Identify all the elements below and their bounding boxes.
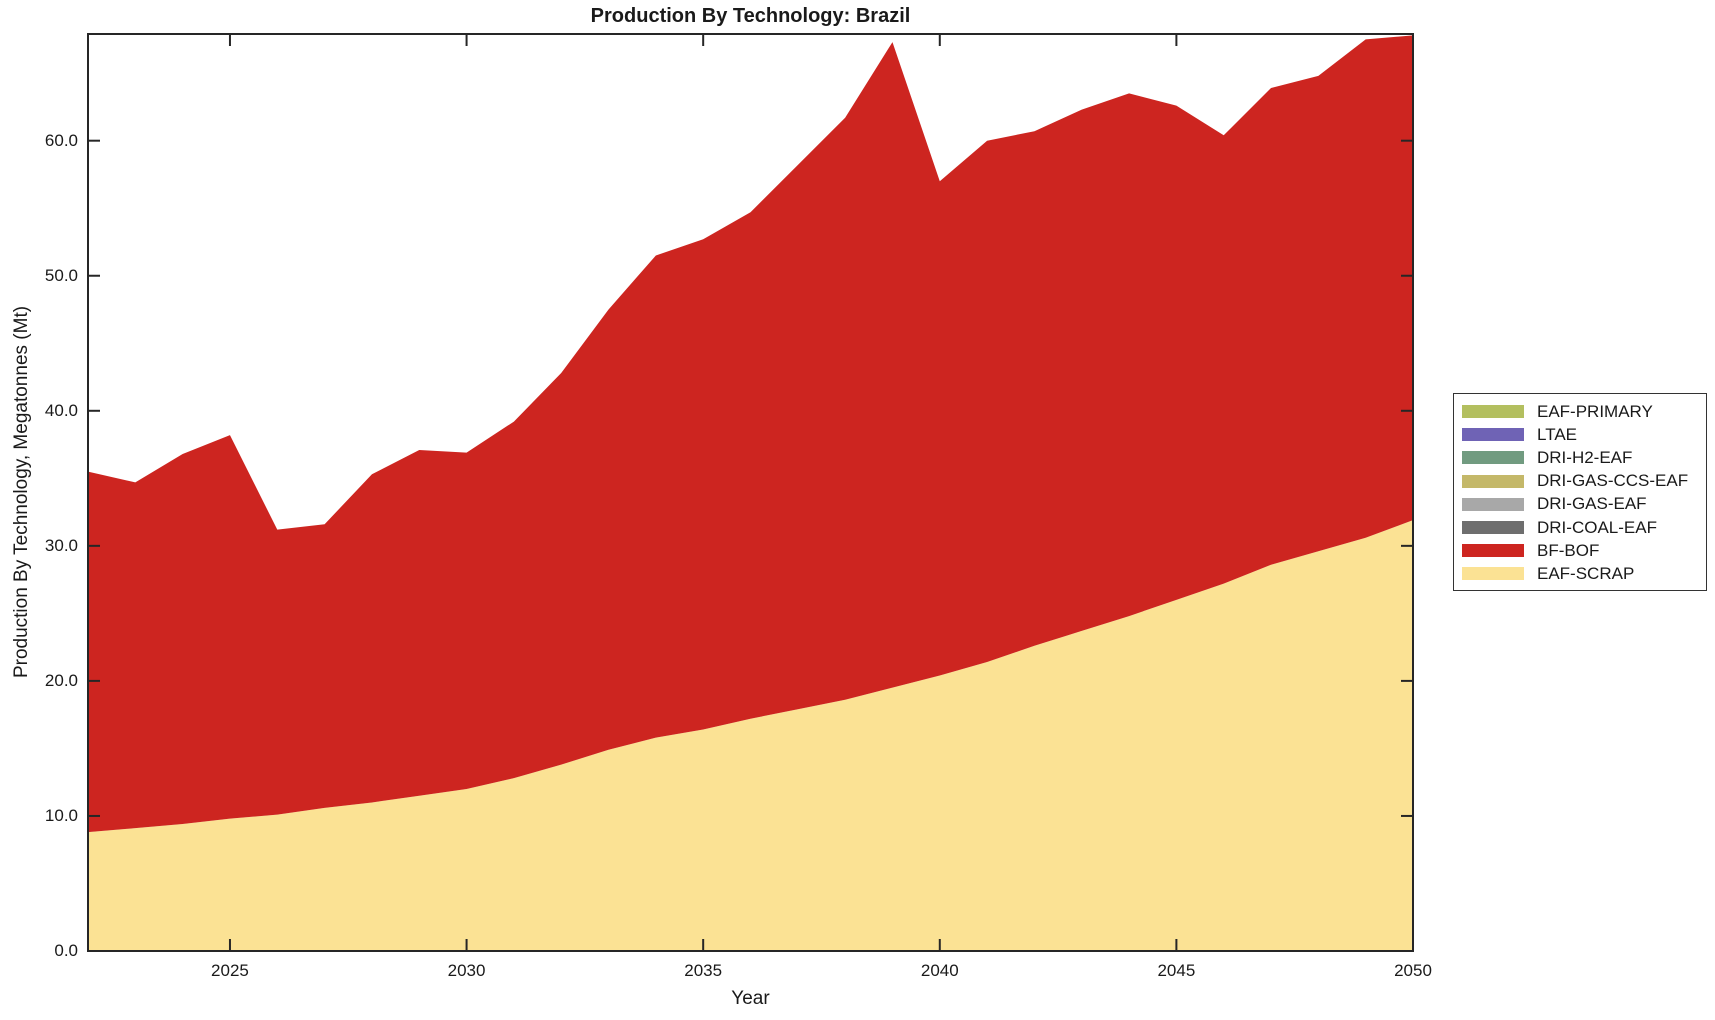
- legend-item-dri-coal-eaf: DRI-COAL-EAF: [1462, 516, 1706, 539]
- legend-item-ltae: LTAE: [1462, 423, 1706, 446]
- legend-swatch-dri-gas-ccs-eaf: [1462, 474, 1524, 488]
- legend-swatch-dri-gas-eaf: [1462, 497, 1524, 511]
- x-tick-label-2045: 2045: [1157, 961, 1196, 980]
- legend-swatch-bf-bof: [1462, 544, 1524, 558]
- legend-label-bf-bof: BF-BOF: [1537, 540, 1600, 560]
- legend-item-dri-gas-eaf: DRI-GAS-EAF: [1462, 493, 1706, 516]
- legend-label-eaf-scrap: EAF-SCRAP: [1537, 563, 1635, 583]
- legend: EAF-PRIMARY LTAE DRI-H2-EAF DRI-GAS-CCS-EAF…: [1453, 393, 1707, 591]
- legend-item-bf-bof: BF-BOF: [1462, 539, 1706, 562]
- y-tick-label-60: 60.0: [44, 130, 78, 150]
- y-axis-label: Production By Technology, Megatonnes (Mt…: [11, 305, 32, 679]
- x-tick-label-2050: 2050: [1394, 961, 1432, 980]
- legend-item-eaf-primary: EAF-PRIMARY: [1462, 400, 1706, 423]
- legend-swatch-eaf-scrap: [1462, 567, 1524, 581]
- legend-label-dri-coal-eaf: DRI-COAL-EAF: [1537, 517, 1657, 537]
- area-bf-bof: [88, 35, 1413, 833]
- legend-swatch-dri-coal-eaf: [1462, 521, 1524, 535]
- y-tick-label-50: 50.0: [44, 265, 78, 285]
- x-axis-label: Year: [731, 988, 770, 1009]
- x-tick-label-2030: 2030: [447, 961, 486, 980]
- x-tick-label-2035: 2035: [684, 961, 723, 980]
- legend-label-dri-h2-eaf: DRI-H2-EAF: [1537, 447, 1633, 467]
- legend-label-dri-gas-ccs-eaf: DRI-GAS-CCS-EAF: [1537, 471, 1689, 491]
- chart-title: Production By Technology: Brazil: [590, 5, 911, 27]
- y-tick-label-30: 30.0: [44, 535, 78, 555]
- y-tick-label-40: 40.0: [44, 400, 78, 420]
- legend-label-eaf-primary: EAF-PRIMARY: [1537, 401, 1653, 421]
- legend-swatch-ltae: [1462, 428, 1524, 442]
- x-tick-label-2040: 2040: [920, 961, 959, 980]
- y-tick-label-0: 0.0: [54, 941, 78, 960]
- y-tick-label-10: 10.0: [44, 805, 78, 825]
- legend-item-eaf-scrap: EAF-SCRAP: [1462, 562, 1706, 585]
- x-tick-label-2025: 2025: [211, 961, 249, 980]
- plot-border: [87, 33, 1414, 952]
- legend-label-ltae: LTAE: [1537, 424, 1577, 444]
- legend-item-dri-gas-ccs-eaf: DRI-GAS-CCS-EAF: [1462, 470, 1706, 493]
- legend-swatch-eaf-primary: [1462, 405, 1524, 419]
- area-eaf-scrap: [88, 520, 1413, 951]
- legend-item-dri-h2-eaf: DRI-H2-EAF: [1462, 446, 1706, 469]
- legend-swatch-dri-h2-eaf: [1462, 451, 1524, 465]
- legend-label-dri-gas-eaf: DRI-GAS-EAF: [1537, 494, 1647, 514]
- y-tick-label-20: 20.0: [44, 670, 78, 690]
